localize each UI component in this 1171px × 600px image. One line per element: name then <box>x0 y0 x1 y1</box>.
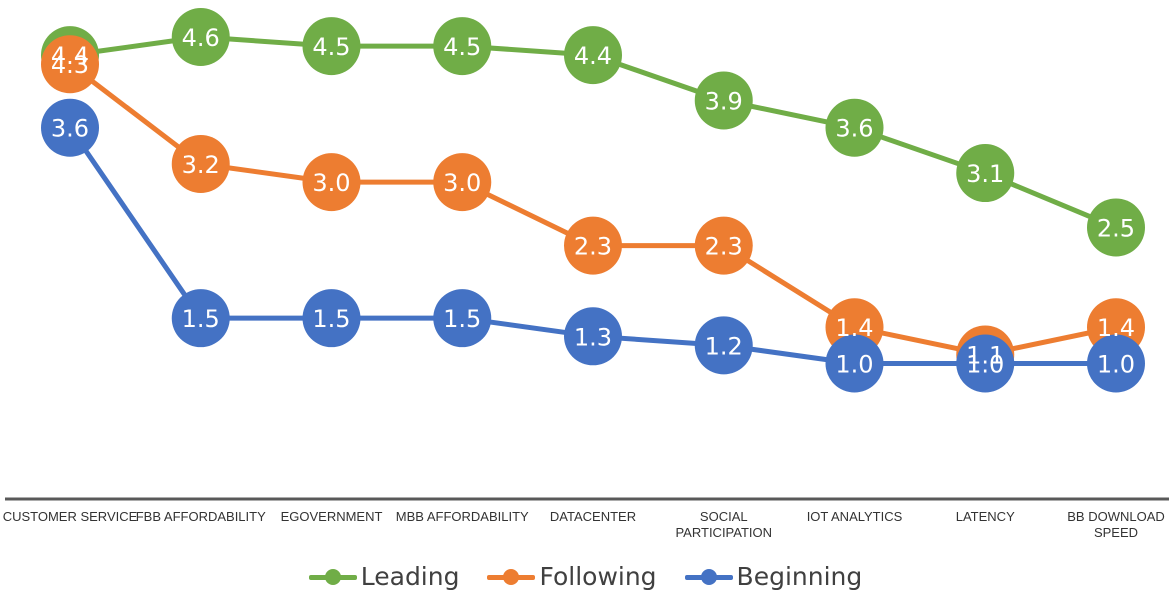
legend-label-following: Following <box>539 562 657 591</box>
data-label-beginning: 1.5 <box>182 305 220 333</box>
x-tick-label: LATENCY <box>956 509 1015 524</box>
data-point-leading <box>564 26 622 85</box>
data-label-leading: 3.6 <box>835 115 873 143</box>
data-label-leading: 4.6 <box>182 24 220 52</box>
data-label-following: 1.4 <box>835 314 873 342</box>
chart-legend: Leading Following Beginning <box>0 562 1171 591</box>
legend-swatch-beginning <box>684 568 733 585</box>
legend-label-beginning: Beginning <box>736 562 863 591</box>
data-point-following <box>302 153 361 212</box>
data-point-beginning <box>171 289 230 348</box>
data-label-beginning: 1.0 <box>835 351 873 379</box>
data-point-following <box>694 216 753 275</box>
data-label-following: 1.1 <box>966 341 1004 369</box>
x-tick-label: EGOVERNMENT <box>281 509 383 524</box>
legend-swatch-following <box>487 568 536 585</box>
data-point-leading <box>433 17 492 76</box>
data-point-leading <box>956 144 1015 203</box>
data-label-beginning: 1.5 <box>312 305 350 333</box>
data-point-beginning <box>694 316 753 375</box>
data-point-beginning <box>564 307 622 366</box>
x-tick-label: MBB AFFORDABILITY <box>396 509 529 524</box>
data-point-leading <box>825 98 884 157</box>
data-point-beginning <box>1087 334 1145 393</box>
data-point-following <box>433 153 492 212</box>
data-label-leading: 3.1 <box>966 160 1004 188</box>
data-point-leading <box>171 8 230 66</box>
data-label-following: 1.4 <box>1097 314 1135 342</box>
data-label-beginning: 1.5 <box>443 305 481 333</box>
x-tick-label: BB DOWNLOAD SPEED <box>1067 509 1165 540</box>
data-label-beginning: 1.0 <box>1097 351 1135 379</box>
legend-swatch-leading <box>308 568 357 585</box>
data-point-following <box>41 35 99 94</box>
data-point-leading <box>302 17 361 76</box>
data-label-following: 3.2 <box>182 151 220 179</box>
x-tick-label: IOT ANALYTICS <box>807 509 903 524</box>
x-tick-label: DATACENTER <box>550 509 636 524</box>
data-label-following: 2.3 <box>705 233 743 261</box>
data-label-leading: 3.9 <box>705 87 743 115</box>
data-point-following <box>564 216 622 275</box>
legend-item-leading: Leading <box>308 562 460 591</box>
data-point-leading <box>694 71 753 130</box>
data-label-beginning: 3.6 <box>51 115 89 143</box>
data-point-beginning <box>302 289 361 348</box>
legend-item-beginning: Beginning <box>684 562 863 591</box>
line-chart: 4.4 4.6 4.5 4.5 4.4 3.9 3.6 3.1 2.5 4.3 3.2 3.0 3.0 2… <box>3 8 1169 540</box>
data-point-following <box>171 134 230 193</box>
legend-item-following: Following <box>487 562 657 591</box>
data-label-leading: 4.4 <box>51 42 89 70</box>
data-label-beginning: 1.0 <box>966 351 1004 379</box>
data-label-following: 4.3 <box>51 51 89 79</box>
data-point-beginning <box>956 334 1015 393</box>
x-tick-label: CUSTOMER SERVICE <box>3 509 138 524</box>
data-point-beginning <box>41 98 99 157</box>
x-tick-label: FBB AFFORDABILITY <box>136 509 266 524</box>
data-point-beginning <box>433 289 492 348</box>
legend-label-leading: Leading <box>360 562 460 591</box>
data-label-following: 2.3 <box>574 233 612 261</box>
data-label-beginning: 1.3 <box>574 323 612 351</box>
data-label-leading: 4.4 <box>574 42 612 70</box>
data-label-leading: 2.5 <box>1097 214 1135 242</box>
data-label-following: 3.0 <box>443 169 481 197</box>
data-point-leading <box>1087 198 1145 257</box>
data-point-beginning <box>825 334 884 393</box>
data-label-beginning: 1.2 <box>705 332 743 360</box>
data-label-leading: 4.5 <box>312 33 350 61</box>
data-label-following: 3.0 <box>312 169 350 197</box>
x-tick-label: SOCIAL PARTICIPATION <box>675 509 772 540</box>
data-label-leading: 4.5 <box>443 33 481 61</box>
